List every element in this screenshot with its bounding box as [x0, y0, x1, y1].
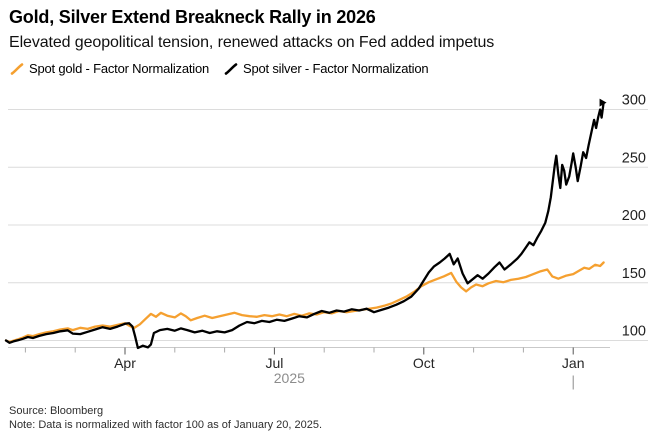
y-axis-label: 100: [622, 324, 646, 340]
y-axis-label: 150: [622, 266, 646, 282]
x-axis-label: Oct: [413, 355, 435, 371]
silver-line: [4, 101, 605, 350]
chart-subtitle: Elevated geopolitical tension, renewed a…: [9, 34, 495, 51]
legend-label-spot-gold: Spot gold - Factor Normalization: [29, 61, 210, 76]
source-credit: Source: Bloomberg: [9, 405, 104, 417]
x-axis-label: Jan: [562, 355, 585, 371]
y-axis-label: 250: [622, 150, 646, 166]
y-axis-label: 300: [622, 93, 646, 109]
chart-legend: Spot gold - Factor Normalization Spot si…: [10, 61, 429, 76]
x-axis-label: Apr: [114, 355, 136, 371]
legend-label-spot-silver: Spot silver - Factor Normalization: [243, 61, 429, 76]
legend-item-spot-silver[interactable]: Spot silver - Factor Normalization: [224, 61, 429, 76]
x-axis-label: Jul: [265, 355, 283, 371]
line-end-arrow-icon: [599, 98, 607, 107]
line-chart: 100 150 200 250 300 Apr Jul Oct Jan 2025: [4, 93, 648, 390]
gold-line-swatch-icon: [10, 62, 24, 75]
year-label: 2025: [274, 370, 305, 386]
page-title: Gold, Silver Extend Breakneck Rally in 2…: [9, 7, 376, 27]
y-axis-label: 200: [622, 208, 646, 224]
legend-item-spot-gold[interactable]: Spot gold - Factor Normalization: [10, 61, 209, 76]
chart-note: Note: Data is normalized with factor 100…: [9, 419, 323, 431]
silver-line-swatch-icon: [224, 62, 238, 75]
gold-line: [4, 261, 605, 344]
